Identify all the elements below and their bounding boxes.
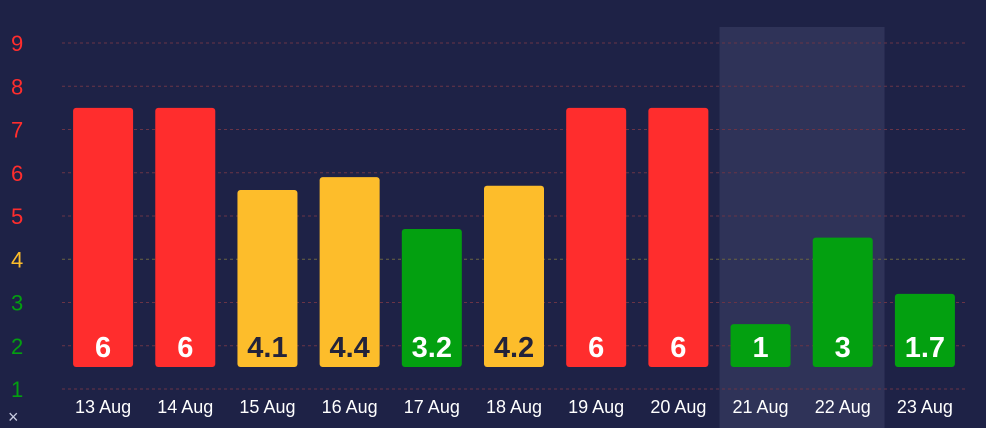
bar — [894, 293, 955, 367]
bar-value-label: 4.4 — [329, 332, 369, 364]
bar — [484, 185, 544, 367]
bar-value-label: 4.2 — [494, 332, 534, 364]
bar-value-label: 3.2 — [412, 332, 452, 364]
bar — [648, 107, 709, 367]
y-tick-label: 1 — [11, 377, 23, 402]
bar-value-label: 1.7 — [905, 332, 945, 364]
bar — [730, 324, 791, 367]
highlight-band — [719, 27, 885, 428]
y-tick-label: 2 — [11, 334, 23, 359]
bar-value-label: 4.1 — [247, 332, 287, 364]
bar-value-label: 3 — [835, 332, 851, 364]
y-tick-label: 7 — [11, 118, 23, 143]
bar-value-label: 6 — [177, 332, 193, 364]
x-tick-label: 15 Aug — [239, 397, 295, 417]
bar — [319, 177, 380, 367]
bar — [812, 237, 873, 367]
x-tick-label: 20 Aug — [650, 397, 706, 417]
y-tick-label: 5 — [11, 204, 23, 229]
bar-value-label: 1 — [752, 332, 768, 364]
bar — [155, 107, 216, 367]
bar-value-label: 6 — [670, 332, 686, 364]
close-icon[interactable]: × — [8, 407, 19, 427]
x-tick-label: 23 Aug — [897, 397, 953, 417]
bar — [566, 107, 627, 367]
bar — [73, 107, 134, 367]
x-tick-label: 17 Aug — [404, 397, 460, 417]
x-tick-label: 16 Aug — [322, 397, 378, 417]
y-tick-label: 6 — [11, 161, 23, 186]
x-tick-label: 13 Aug — [75, 397, 131, 417]
bar-value-label: 6 — [588, 332, 604, 364]
x-tick-label: 19 Aug — [568, 397, 624, 417]
bar-value-label: 6 — [95, 332, 111, 364]
y-tick-label: 9 — [11, 31, 23, 56]
x-tick-label: 14 Aug — [157, 397, 213, 417]
y-tick-label: 4 — [11, 247, 23, 272]
y-tick-label: 8 — [11, 74, 23, 99]
x-tick-label: 22 Aug — [815, 397, 871, 417]
bar — [401, 228, 462, 367]
x-tick-label: 21 Aug — [733, 397, 789, 417]
x-tick-label: 18 Aug — [486, 397, 542, 417]
y-tick-label: 3 — [11, 291, 23, 316]
bar — [237, 190, 298, 367]
